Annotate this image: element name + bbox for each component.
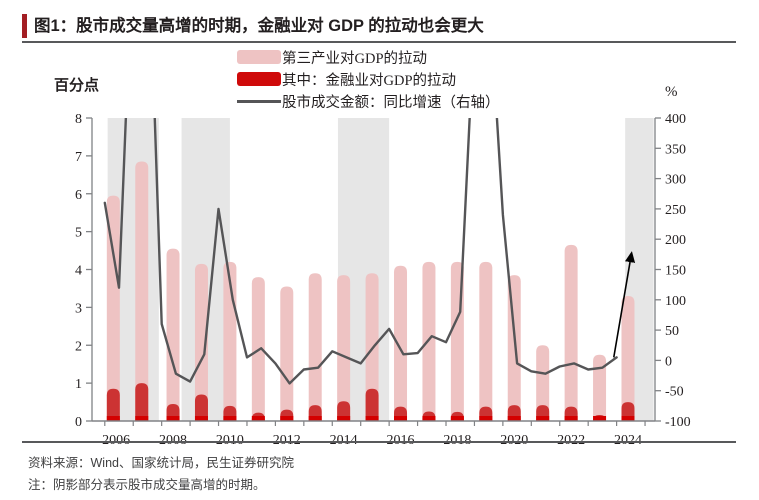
x-axis-tick-label: 2022 — [557, 433, 585, 448]
right-axis-tick-label: 100 — [665, 294, 686, 309]
bar-tertiary — [106, 195, 120, 421]
bar-tertiary — [166, 248, 180, 421]
left-axis-tick-label: 4 — [75, 264, 82, 279]
bar-finance-base — [536, 416, 550, 421]
bar-finance-base — [251, 416, 265, 421]
line-series-group — [103, 118, 618, 385]
annotation-group — [612, 251, 636, 358]
bar-finance — [135, 383, 149, 421]
bar-tertiary — [194, 263, 208, 421]
title-accent-bar — [22, 14, 27, 38]
legend-line-turnover — [237, 99, 281, 103]
bar-tertiary — [337, 275, 351, 421]
legend-label-finance: 其中：金融业对GDP的拉动 — [282, 72, 457, 89]
legend-item-turnover: 股市成交金额：同比增速（右轴） — [237, 90, 657, 112]
x-axis-tick-label: 2024 — [614, 433, 642, 448]
legend-item-tertiary: 第三产业对GDP的拉动 — [237, 46, 657, 68]
legend-label-tertiary: 第三产业对GDP的拉动 — [282, 50, 428, 67]
axes-group: 0 1 2 3 4 5 6 7 8 -100 -50 0 50 100 150 200 250 300 350 400… — [75, 112, 691, 448]
bar-finance-base — [308, 416, 322, 421]
trend-arrow-icon — [612, 251, 636, 358]
bar-finance-base — [422, 416, 436, 421]
bar-finance-base — [166, 416, 180, 421]
legend-swatch-tertiary — [237, 50, 281, 64]
x-axis-tick-label: 2012 — [273, 433, 301, 448]
footer-divider — [22, 441, 736, 443]
source-note: 资料来源：Wind、国家统计局，民生证券研究院 — [28, 456, 294, 470]
bar-finance — [365, 388, 379, 421]
legend-item-finance: 其中：金融业对GDP的拉动 — [237, 68, 657, 90]
bar-finance-base — [337, 416, 351, 421]
x-axis-tick-label: 2006 — [102, 433, 130, 448]
x-axis-tick-label: 2008 — [159, 433, 187, 448]
bar-finance-base — [365, 416, 379, 421]
right-axis-tick-label: 250 — [665, 203, 686, 218]
right-axis-tick-label: 0 — [665, 354, 672, 369]
bar-tertiary — [564, 244, 578, 421]
shading-note: 注：阴影部分表示股市成交量高增的时期。 — [28, 478, 266, 492]
right-axis-tick-label: 350 — [665, 142, 686, 157]
bar-tertiary — [621, 296, 635, 421]
title-divider — [22, 41, 736, 43]
right-axis-tick-label: 150 — [665, 264, 686, 279]
right-axis-tick-label: 400 — [665, 112, 686, 127]
bar-finance-base — [223, 416, 237, 421]
shaded-period-regions — [107, 118, 654, 421]
bar-tertiary — [280, 286, 294, 421]
left-axis-tick-label: 7 — [75, 150, 82, 165]
right-axis-tick-label: -100 — [665, 415, 691, 430]
bar-finance-base — [394, 416, 408, 421]
bar-tertiary — [593, 354, 607, 421]
right-axis-tick-label: 200 — [665, 233, 686, 248]
page-title: 图1：股市成交量高增的时期，金融业对 GDP 的拉动也会更大 — [34, 17, 484, 35]
x-axis-tick-label: 2014 — [330, 433, 358, 448]
bar-finance-base — [593, 416, 607, 421]
chart-legend: 第三产业对GDP的拉动 其中：金融业对GDP的拉动 股市成交金额：同比增速（右轴… — [237, 46, 657, 112]
bar-finance-base — [507, 416, 521, 421]
x-axis-tick-label: 2018 — [443, 433, 471, 448]
bar-finance-base — [564, 416, 578, 421]
left-axis-tick-label: 3 — [75, 301, 82, 316]
bar-finance-base — [280, 416, 294, 421]
left-axis-unit: 百分点 — [54, 78, 100, 94]
left-axis-tick-label: 2 — [75, 339, 82, 354]
bar-tertiary — [135, 161, 149, 421]
right-axis-tick-label: 50 — [665, 324, 679, 339]
bar-finance-base — [450, 416, 464, 421]
x-axis-tick-label: 2010 — [216, 433, 244, 448]
bar-finance-base — [479, 416, 493, 421]
bar-tertiary — [394, 265, 408, 421]
legend-label-turnover: 股市成交金额：同比增速（右轴） — [282, 94, 500, 111]
bar-finance — [106, 388, 120, 421]
legend-swatch-finance — [237, 72, 281, 86]
right-axis-tick-label: 300 — [665, 173, 686, 188]
left-axis-tick-label: 8 — [75, 112, 82, 127]
bar-tertiary — [308, 273, 322, 421]
figure-title-block: 图1：股市成交量高增的时期，金融业对 GDP 的拉动也会更大 — [22, 12, 736, 46]
left-axis-tick-label: 1 — [75, 377, 82, 392]
x-axis-tick-label: 2020 — [500, 433, 528, 448]
bar-series-group — [106, 161, 635, 421]
bar-finance-base — [194, 416, 208, 421]
left-axis-tick-label: 6 — [75, 188, 82, 203]
bar-finance-base — [135, 416, 149, 421]
x-axis-tick-label: 2016 — [387, 433, 415, 448]
right-axis-unit: % — [665, 84, 678, 100]
right-axis-tick-label: -50 — [665, 385, 684, 400]
bar-tertiary — [479, 261, 493, 421]
bar-finance-base — [106, 416, 120, 421]
bar-finance — [194, 394, 208, 421]
bar-tertiary — [536, 345, 550, 421]
bar-finance-base — [621, 416, 635, 421]
line-turnover-yoy — [103, 118, 618, 385]
left-axis-tick-label: 5 — [75, 226, 82, 241]
left-axis-tick-label: 0 — [75, 415, 82, 430]
bar-tertiary — [422, 261, 436, 421]
